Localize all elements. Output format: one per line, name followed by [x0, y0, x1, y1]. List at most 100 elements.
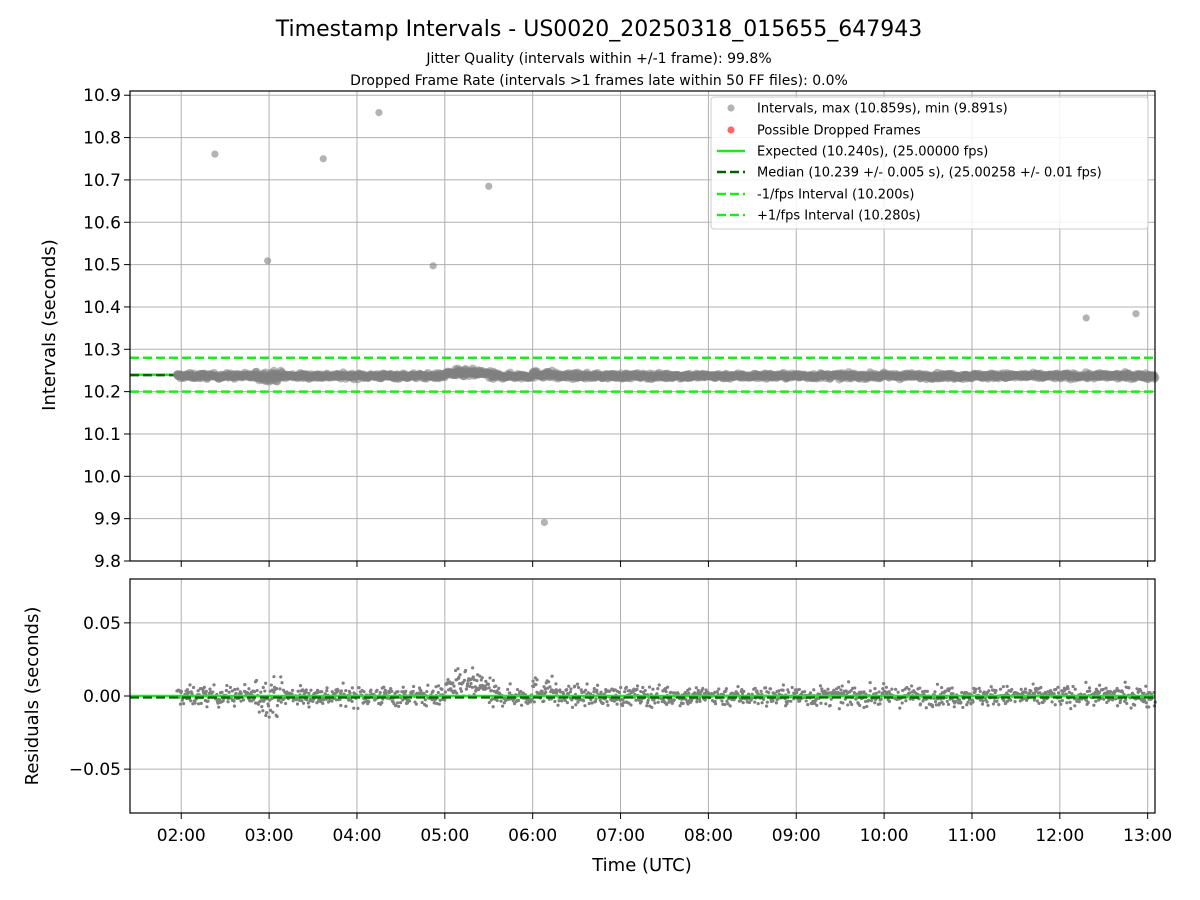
top-y-axis-label: Intervals (seconds) — [39, 239, 60, 411]
residual-point — [945, 699, 949, 704]
residual-point — [419, 689, 423, 693]
bottom-reference-lines — [130, 694, 1155, 699]
residual-point — [211, 690, 215, 694]
residual-point — [472, 678, 477, 682]
residual-point — [455, 691, 459, 695]
residual-point — [480, 676, 484, 680]
residual-point — [678, 704, 682, 708]
residual-point — [846, 680, 851, 684]
residual-point — [1092, 703, 1096, 707]
residual-point — [991, 702, 996, 706]
residual-point — [977, 686, 981, 690]
residual-point — [781, 688, 785, 692]
residual-point — [392, 701, 396, 706]
residual-point — [826, 687, 830, 691]
residual-point — [764, 704, 769, 708]
interval-outlier — [1082, 314, 1090, 322]
residual-point — [921, 690, 925, 694]
residual-point — [1094, 699, 1098, 703]
residual-point — [264, 681, 268, 685]
residual-point — [512, 701, 517, 706]
residual-point — [594, 697, 598, 701]
residual-point — [852, 690, 856, 695]
residual-point — [623, 690, 627, 694]
residual-point — [806, 703, 810, 707]
residual-point — [1005, 699, 1010, 703]
residual-point — [557, 699, 561, 703]
residual-point — [475, 678, 479, 683]
residual-point — [356, 706, 360, 710]
residual-point — [1010, 687, 1014, 692]
residual-point — [1073, 704, 1077, 708]
residual-point — [405, 701, 410, 705]
residual-point — [459, 687, 463, 691]
residual-point — [997, 703, 1001, 707]
residual-point — [1054, 687, 1058, 692]
residual-point — [901, 688, 905, 693]
residual-point — [1088, 689, 1092, 693]
residual-point — [1104, 686, 1108, 690]
residual-point — [848, 700, 852, 704]
residual-point — [960, 690, 964, 695]
residual-point — [508, 691, 512, 695]
residual-point — [1052, 692, 1056, 696]
residual-point — [1050, 700, 1054, 704]
residual-point — [818, 684, 823, 688]
residual-point — [672, 698, 676, 702]
residual-point — [469, 681, 473, 686]
residual-point — [468, 684, 472, 689]
residual-point — [1147, 705, 1151, 709]
residual-point — [882, 682, 886, 686]
residual-point — [631, 690, 635, 694]
residual-point — [974, 687, 978, 691]
residual-point — [726, 702, 730, 706]
residual-point — [982, 690, 986, 694]
residual-point — [627, 701, 631, 705]
residual-point — [275, 687, 279, 691]
residual-point — [484, 679, 488, 683]
residual-point — [846, 703, 850, 707]
residual-point — [971, 700, 975, 704]
residual-point — [264, 713, 268, 718]
residual-point — [704, 688, 708, 692]
residual-point — [900, 701, 904, 705]
residual-point — [887, 690, 891, 694]
residual-point — [653, 701, 657, 705]
top-y-tick-label: 9.9 — [94, 510, 121, 530]
residual-point — [965, 703, 969, 707]
residual-point — [280, 681, 284, 685]
residual-point — [367, 700, 371, 704]
residual-point — [239, 699, 243, 703]
residual-point — [443, 698, 447, 702]
residual-point — [1032, 698, 1036, 702]
residual-point — [344, 689, 348, 693]
residual-point — [1024, 690, 1028, 694]
residual-point — [341, 681, 345, 685]
residual-point — [1114, 697, 1118, 701]
residual-point — [560, 699, 564, 703]
residual-point — [247, 687, 251, 691]
residual-point — [1001, 685, 1005, 689]
residual-point — [260, 705, 264, 709]
residual-point — [462, 678, 467, 682]
residual-point — [786, 688, 790, 692]
residual-point — [937, 701, 942, 705]
residual-point — [1073, 687, 1077, 691]
residual-point — [459, 689, 464, 693]
residual-point — [1119, 698, 1123, 702]
residual-point — [879, 697, 883, 701]
residual-point — [487, 700, 491, 705]
residual-point — [894, 687, 898, 691]
interval-outlier — [375, 108, 383, 117]
residual-point — [261, 709, 265, 713]
residual-point — [681, 701, 685, 706]
residual-point — [334, 698, 338, 702]
residual-point — [383, 688, 387, 692]
residual-point — [178, 702, 183, 706]
residual-point — [306, 701, 310, 705]
residual-point — [1029, 689, 1033, 693]
residual-point — [1060, 699, 1064, 703]
residual-point — [966, 700, 970, 704]
residual-point — [589, 698, 593, 702]
